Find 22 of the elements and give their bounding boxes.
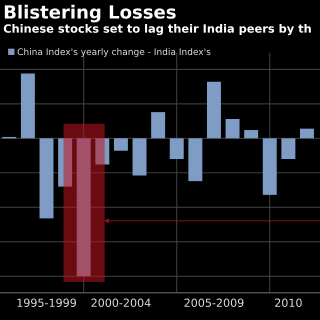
x-tick-label: 2000-2004 — [91, 298, 151, 307]
bar — [132, 138, 147, 176]
chart-subtitle: Chinese stocks set to lag their India peers by th — [4, 24, 311, 36]
bar — [40, 138, 54, 218]
bar — [58, 138, 72, 187]
bar — [206, 82, 221, 138]
bar — [95, 138, 110, 165]
x-tick-label: 2010 — [275, 298, 302, 307]
bar — [281, 138, 296, 160]
x-tick-label: 2005-2009 — [184, 298, 244, 307]
chart-title: Blistering Losses — [4, 4, 176, 22]
bar — [170, 138, 184, 160]
bar — [244, 130, 258, 138]
bar — [300, 128, 314, 138]
bar — [114, 138, 128, 151]
bar — [262, 138, 277, 195]
bar — [151, 112, 166, 138]
x-tick-label: 1995-1999 — [17, 298, 76, 307]
bar — [226, 119, 240, 138]
bar — [188, 138, 202, 182]
bar — [20, 73, 35, 138]
legend-label: China Index's yearly change - India Index's — [18, 48, 210, 57]
